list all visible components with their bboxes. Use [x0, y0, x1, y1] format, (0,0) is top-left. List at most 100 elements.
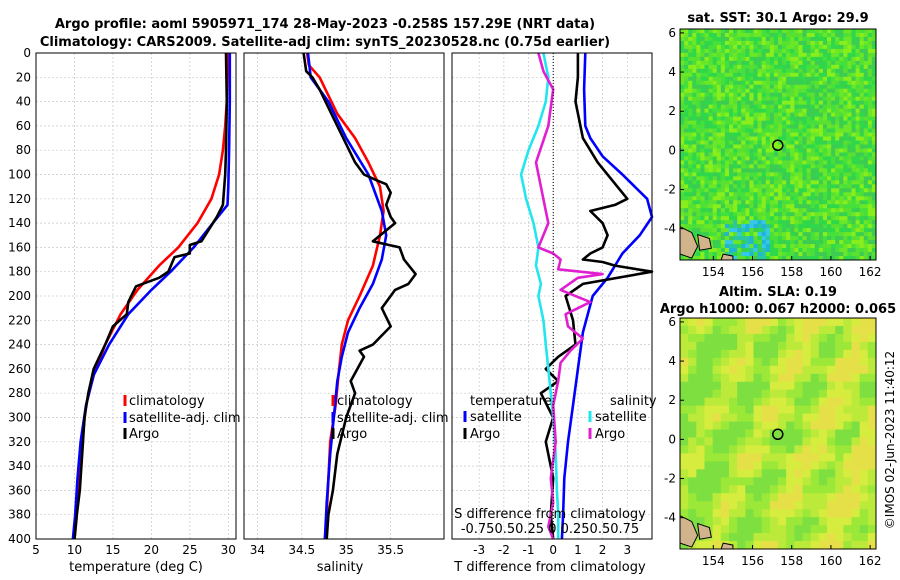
salinity-panel: 34 34.5 35 35.5	[243, 52, 445, 557]
map-y-tick-label: 0	[668, 143, 676, 157]
legend-climatology-label: climatology	[337, 394, 413, 409]
y-tick-label: 160	[8, 240, 31, 254]
y-tick-label: 240	[8, 338, 31, 352]
y-tick-label: 120	[8, 192, 31, 206]
difference-legend: temperature satellite Argo salinity sate…	[463, 394, 657, 442]
salinity-xlabel: salinity	[317, 560, 364, 575]
sst-map-title: sat. SST: 30.1 Argo: 29.9	[687, 11, 868, 26]
y-tick-label: 100	[8, 168, 31, 182]
map-x-tick-label: 160	[819, 554, 842, 568]
y-tick-label: 40	[16, 95, 31, 109]
temperature-legend: climatology satellite-adj. clim Argo	[123, 394, 241, 442]
temperature-xlabel: temperature (deg C)	[69, 560, 203, 575]
temperature-panel: 0 20 40 60 80 100 120 140 160 180 200 220 240 260 280 3…	[8, 46, 237, 557]
map-y-tick-label: 2	[668, 104, 676, 118]
x-tick-label: 34	[250, 543, 265, 557]
legend-argo-label: Argo	[337, 427, 367, 442]
imos-timestamp: ©IMOS 02-Jun-2023 11:40:12	[883, 351, 897, 529]
x-tick-label: 10	[67, 543, 82, 557]
legend-s-argo-label: Argo	[595, 427, 625, 442]
difference-xlabel: T difference from climatology	[453, 560, 646, 575]
legend-temperature-title: temperature	[470, 394, 552, 409]
x-tick-label: -1	[523, 543, 535, 557]
land-patch	[697, 522, 712, 540]
map-x-tick-label: 158	[780, 265, 803, 279]
y-tick-label: 360	[8, 483, 31, 497]
legend-t-satellite-label: satellite	[470, 410, 522, 425]
legend-climatology-label: climatology	[129, 394, 205, 409]
x-tick-label: 3	[623, 543, 631, 557]
series-line-argo	[539, 53, 654, 540]
map-y-tick-label: 0	[668, 432, 676, 446]
y-tick-label: 280	[8, 386, 31, 400]
y-tick-label: 60	[16, 119, 31, 133]
x-tick-label: 2	[599, 543, 607, 557]
y-tick-label: 220	[8, 313, 31, 327]
y-tick-label: 20	[16, 70, 31, 84]
y-tick-label: 80	[16, 143, 31, 157]
x-tick-label: 35.5	[377, 543, 404, 557]
map-x-tick-label: 160	[819, 265, 842, 279]
map-x-tick-label: 158	[780, 554, 803, 568]
y-tick-label: 0	[23, 46, 31, 60]
x-tick-label: 5	[32, 543, 40, 557]
map-x-tick-label: 154	[702, 265, 725, 279]
figure-title-line1: Argo profile: aoml 5905971_174 28-May-20…	[55, 17, 595, 32]
legend-satellite-adj-label: satellite-adj. clim	[337, 411, 449, 426]
x-tick-label: 1	[574, 543, 582, 557]
x-tick-label: 30	[221, 543, 236, 557]
map-y-tick-label: -2	[664, 472, 676, 486]
salinity-legend: climatology satellite-adj. clim Argo	[331, 394, 449, 442]
x-tick-label: 0	[549, 543, 557, 557]
x-tick-label: 20	[144, 543, 159, 557]
argo-float-marker	[772, 139, 784, 152]
series-line-argo	[302, 52, 417, 540]
figure-title-line2: Climatology: CARS2009. Satellite-adj cli…	[40, 35, 610, 50]
x-tick-label: 34.5	[288, 543, 315, 557]
y-tick-label: 320	[8, 435, 31, 449]
series-line-argo	[534, 52, 604, 540]
map-x-tick-label: 154	[702, 554, 725, 568]
y-tick-label: 400	[8, 532, 31, 546]
series-line-satellite-adj-clim	[71, 53, 232, 540]
map-x-tick-label: 156	[741, 554, 764, 568]
map-x-tick-label: 156	[741, 265, 764, 279]
map-y-tick-label: 2	[668, 393, 676, 407]
argo-float-marker	[772, 428, 784, 441]
sla-map: -4 -2 0 2 4 6 154 156 158 160 162	[664, 315, 882, 568]
legend-salinity-title: salinity	[610, 394, 657, 409]
sla-map-title-line1: Altim. SLA: 0.19	[719, 285, 837, 300]
map-x-tick-label: 162	[859, 554, 882, 568]
x-tick-label: 25	[182, 543, 197, 557]
map-y-tick-label: -4	[664, 511, 676, 525]
map-y-tick-label: 6	[668, 315, 676, 329]
difference-panel: -3 -2 -1 0 1 2 3	[451, 52, 654, 557]
x-tick-label: 35	[339, 543, 354, 557]
map-y-tick-label: 6	[668, 26, 676, 40]
map-y-tick-label: -4	[664, 222, 676, 236]
x-tick-label: -3	[473, 543, 485, 557]
legend-t-argo-label: Argo	[470, 427, 500, 442]
y-tick-label: 180	[8, 265, 31, 279]
map-y-tick-label: -2	[664, 183, 676, 197]
x-tick-label: 15	[105, 543, 120, 557]
land-patch	[697, 233, 712, 251]
y-tick-label: 200	[8, 289, 31, 303]
sst-map: -4 -2 0 2 4 6 154 156 158 160 162	[664, 26, 882, 279]
y-tick-label: 340	[8, 459, 31, 473]
legend-argo-label: Argo	[129, 427, 159, 442]
map-y-tick-label: 4	[668, 65, 676, 79]
map-y-tick-label: 4	[668, 354, 676, 368]
y-tick-label: 380	[8, 508, 31, 522]
difference-top-ticks: -0.750.50.25 0 0.250.50.75	[461, 522, 639, 537]
y-tick-label: 140	[8, 216, 31, 230]
series-line-argo	[73, 52, 229, 540]
x-tick-label: -2	[498, 543, 510, 557]
sla-map-title-line2: Argo h1000: 0.067 h2000: 0.065	[660, 302, 896, 317]
legend-s-satellite-label: satellite	[595, 410, 647, 425]
difference-top-xlabel: S difference from climatology	[454, 507, 646, 522]
y-tick-label: 260	[8, 362, 31, 376]
series-line-satellite	[560, 52, 654, 540]
legend-satellite-adj-label: satellite-adj. clim	[129, 411, 241, 426]
